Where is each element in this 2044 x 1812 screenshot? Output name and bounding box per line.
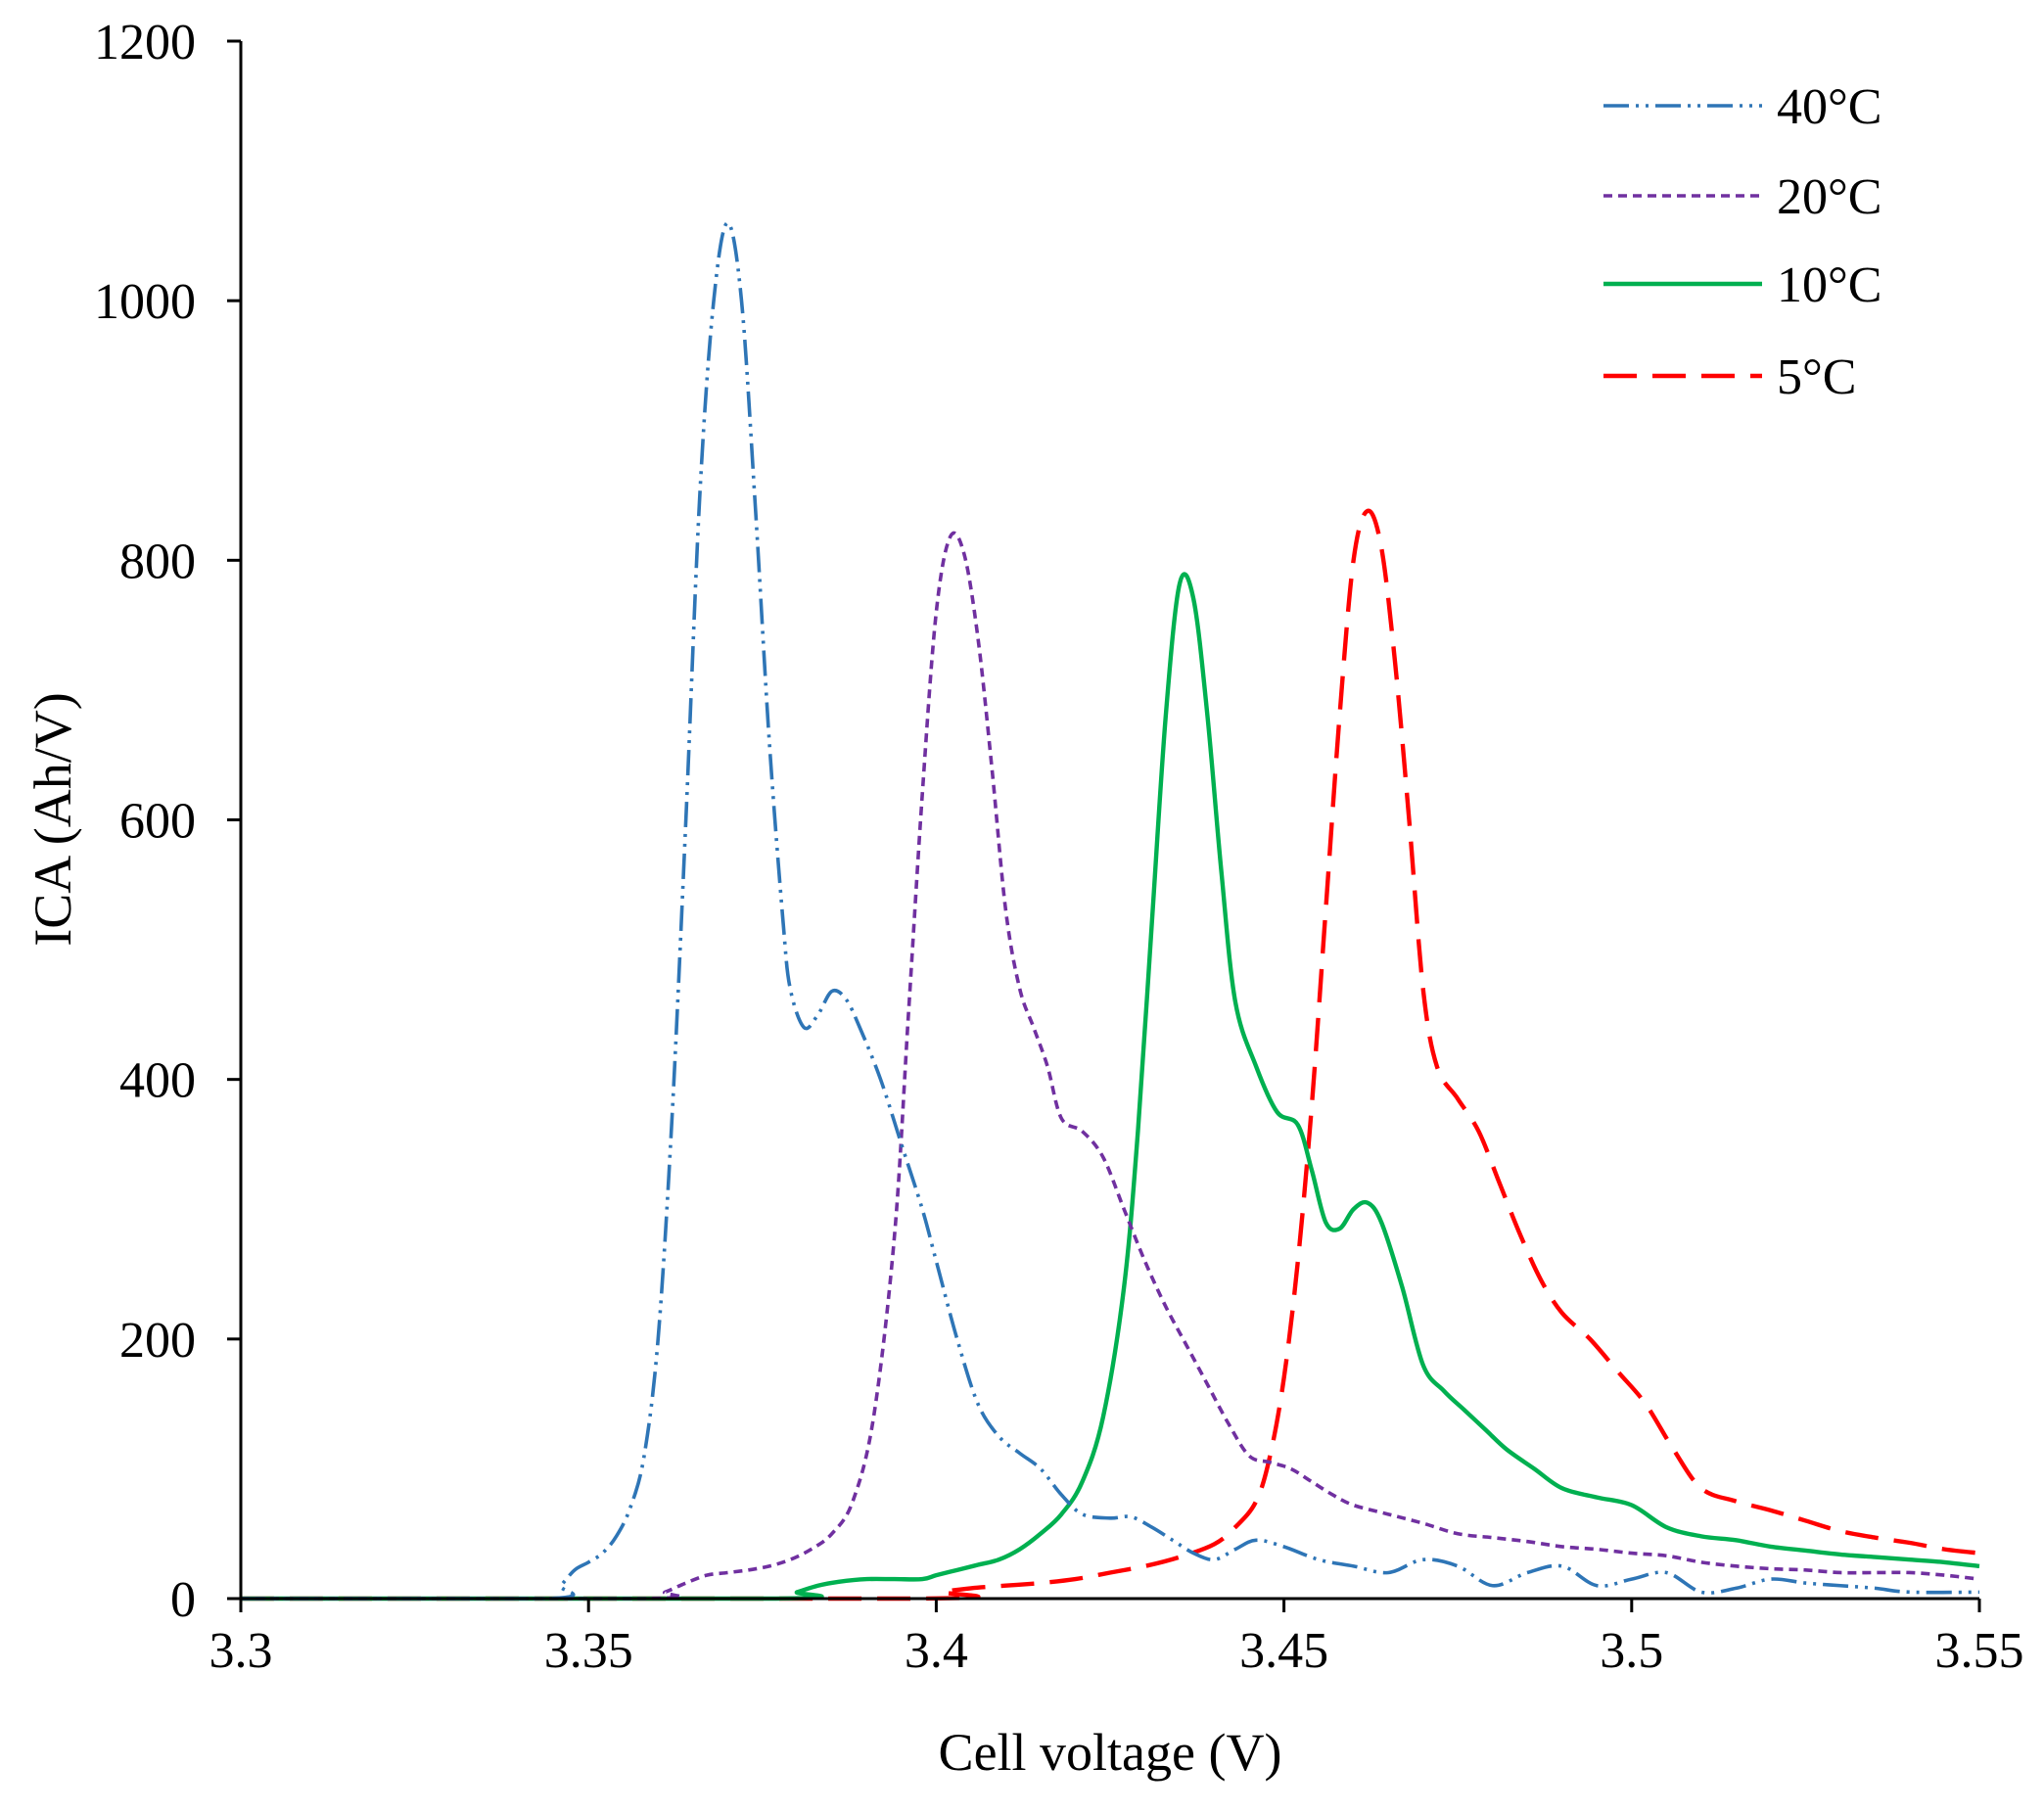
y-tick-label: 600 <box>119 794 196 850</box>
legend: 40°C 20°C 10°C 5°C <box>1603 79 1881 405</box>
legend-label-40c: 40°C <box>1777 79 1881 135</box>
series-line-40c <box>241 220 1980 1601</box>
y-tick-label: 1000 <box>94 274 196 330</box>
x-tick-label: 3.35 <box>544 1623 633 1679</box>
y-tick-label: 200 <box>119 1313 196 1369</box>
x-tick-label: 3.5 <box>1600 1623 1663 1679</box>
y-tick-label: 800 <box>119 534 196 589</box>
x-tick-label: 3.55 <box>1935 1623 2024 1679</box>
series-line-5c <box>241 508 1980 1602</box>
x-tick-label: 3.45 <box>1239 1623 1328 1679</box>
series-line-20c <box>241 531 1980 1601</box>
legend-label-5c: 5°C <box>1777 349 1856 405</box>
y-tick-label: 400 <box>119 1053 196 1109</box>
legend-label-10c: 10°C <box>1777 257 1881 313</box>
x-tick-label: 3.4 <box>905 1623 968 1679</box>
y-tick-label: 1200 <box>94 15 196 70</box>
x-tick-label: 3.3 <box>209 1623 273 1679</box>
ticks-layer: 3.3 3.35 3.4 3.45 3.5 3.55 0 200 400 600 800 1000 12… <box>94 15 2024 1679</box>
series-layer <box>241 220 1980 1602</box>
legend-label-20c: 20°C <box>1777 169 1881 225</box>
y-axis-title: ICA (Ah/V) <box>23 692 82 946</box>
series-line-10c <box>241 572 1980 1602</box>
y-tick-label: 0 <box>170 1572 196 1628</box>
x-axis-title: Cell voltage (V) <box>939 1723 1282 1782</box>
